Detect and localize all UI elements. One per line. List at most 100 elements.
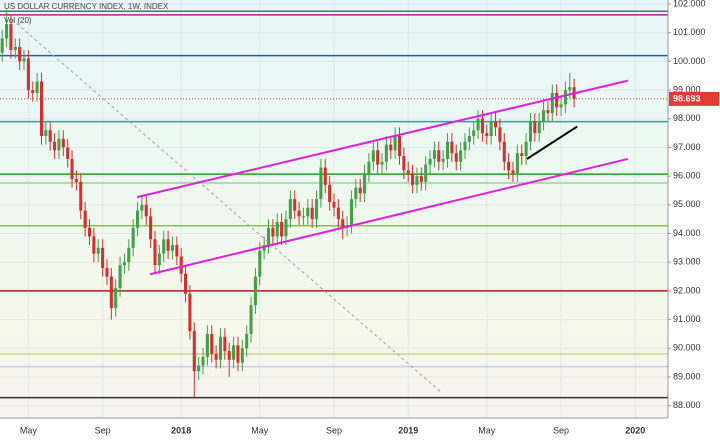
candle-body xyxy=(13,47,17,50)
candle-body xyxy=(131,227,135,248)
y-tick-label: 102.000 xyxy=(673,0,706,8)
candle-body xyxy=(376,150,380,165)
candle-body xyxy=(218,336,223,360)
x-tick-label: 2018 xyxy=(171,425,191,435)
candle-body xyxy=(328,184,332,202)
trend-line xyxy=(136,79,629,199)
candle-body xyxy=(494,121,498,128)
candle-body xyxy=(406,170,410,174)
candle-body xyxy=(201,356,205,366)
y-tick-label: 96.000 xyxy=(673,171,701,181)
candle-body xyxy=(223,336,227,352)
candle-body xyxy=(79,181,83,211)
candles xyxy=(0,9,576,398)
candle-body xyxy=(445,141,450,159)
candle-body xyxy=(319,167,323,200)
candle-body xyxy=(354,187,358,200)
candle-body xyxy=(432,150,436,159)
last-price-label: 98.693 xyxy=(673,93,701,103)
candle-body xyxy=(188,293,192,332)
candle-body xyxy=(441,158,445,162)
candle-body xyxy=(61,138,65,148)
candle-body xyxy=(31,90,35,93)
candle-body xyxy=(44,130,48,136)
candle-body xyxy=(428,158,432,165)
candle-body xyxy=(424,164,428,182)
candle-body xyxy=(332,201,336,208)
y-tick-label: 97.000 xyxy=(673,142,701,152)
candle-body xyxy=(323,167,327,185)
candle-body xyxy=(136,210,140,228)
candle-body xyxy=(122,262,126,266)
indicator-label: Vol (20) xyxy=(4,16,32,25)
candle-body xyxy=(266,227,271,246)
candle-body xyxy=(245,333,249,349)
y-tick-label: 94.000 xyxy=(673,228,701,238)
candle-body xyxy=(253,276,257,306)
candle-body xyxy=(166,239,170,251)
candle-body xyxy=(520,153,524,157)
candle-body xyxy=(114,288,118,309)
candle-body xyxy=(502,141,506,162)
candle-body xyxy=(105,267,109,277)
candle-body xyxy=(559,104,563,108)
candle-body xyxy=(341,219,345,228)
candle-body xyxy=(380,161,384,165)
candle-body xyxy=(454,153,458,162)
candle-body xyxy=(170,245,174,251)
candle-body xyxy=(26,58,30,91)
candle-body xyxy=(96,247,100,254)
candle-body xyxy=(411,173,415,185)
candle-body xyxy=(367,161,371,174)
x-tick-label: May xyxy=(251,425,269,435)
candle-body xyxy=(162,239,166,254)
candle-body xyxy=(262,245,266,251)
candle-body xyxy=(306,207,310,217)
candle-body xyxy=(301,216,305,218)
candle-body xyxy=(175,245,179,257)
trend-line xyxy=(11,19,441,392)
levels xyxy=(0,10,668,399)
candle-body xyxy=(480,118,484,134)
candle-body xyxy=(18,47,22,62)
x-tick-label: Sep xyxy=(553,425,569,435)
candle-body xyxy=(489,121,493,136)
candle-body xyxy=(227,351,231,360)
candle-body xyxy=(546,110,550,114)
candle-body xyxy=(419,176,423,182)
y-tick-label: 88.000 xyxy=(673,400,701,410)
candle-body xyxy=(485,133,489,136)
candle-body xyxy=(66,147,70,159)
candle-body xyxy=(533,121,537,134)
trend-line xyxy=(149,157,629,276)
candle-body xyxy=(507,161,511,171)
candle-body xyxy=(415,176,419,185)
candle-body xyxy=(297,210,301,217)
candle-body xyxy=(459,150,463,162)
candle-body xyxy=(127,247,131,263)
candle-body xyxy=(57,138,61,151)
candle-body xyxy=(197,365,201,372)
candle-body xyxy=(240,348,244,363)
candle-body xyxy=(384,144,388,162)
candle-body xyxy=(140,204,144,211)
y-tick-label: 99.000 xyxy=(673,84,701,94)
candle-body xyxy=(450,141,454,154)
axis-labels: 88.000 89.000 90.000 91.000 92.000 93.000 94.0… xyxy=(20,0,719,435)
candle-body xyxy=(563,90,567,105)
candle-body xyxy=(476,118,480,131)
candle-body xyxy=(371,150,375,162)
y-tick-label: 98.000 xyxy=(673,113,701,123)
candle-body xyxy=(210,333,214,355)
candle-body xyxy=(258,250,262,277)
candle-body xyxy=(288,199,292,220)
x-tick-label: Sep xyxy=(95,425,111,435)
candle-body xyxy=(389,144,393,151)
candle-body xyxy=(349,199,353,225)
y-tick-label: 93.000 xyxy=(673,257,701,267)
y-tick-label: 92.000 xyxy=(673,285,701,295)
candle-body xyxy=(39,81,44,136)
candle-body xyxy=(271,227,275,237)
candle-body xyxy=(83,210,87,228)
candle-body xyxy=(537,121,541,134)
